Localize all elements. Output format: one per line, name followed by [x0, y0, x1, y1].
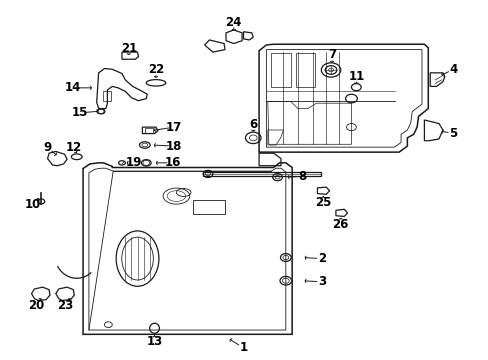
Text: 24: 24	[225, 15, 242, 28]
Text: 5: 5	[448, 127, 457, 140]
Text: 3: 3	[318, 275, 325, 288]
Text: 18: 18	[165, 140, 182, 153]
Text: 16: 16	[164, 156, 181, 169]
Text: 6: 6	[248, 118, 257, 131]
Text: 9: 9	[43, 141, 52, 154]
Text: 26: 26	[332, 218, 348, 231]
Text: 7: 7	[327, 49, 335, 62]
Text: 20: 20	[28, 299, 44, 312]
Text: 4: 4	[448, 63, 457, 76]
Text: 21: 21	[121, 42, 137, 55]
Text: 1: 1	[239, 341, 247, 354]
Text: 17: 17	[165, 121, 182, 134]
Text: 19: 19	[125, 156, 142, 169]
Text: 12: 12	[65, 141, 81, 154]
Text: 14: 14	[65, 81, 81, 94]
Text: 10: 10	[25, 198, 41, 211]
Text: 11: 11	[347, 70, 364, 83]
Text: 15: 15	[72, 106, 88, 120]
Text: 13: 13	[146, 335, 163, 348]
Text: 2: 2	[318, 252, 325, 265]
Text: 23: 23	[57, 299, 74, 312]
Text: 22: 22	[147, 63, 164, 76]
Text: 8: 8	[298, 170, 306, 183]
Text: 25: 25	[314, 195, 331, 209]
